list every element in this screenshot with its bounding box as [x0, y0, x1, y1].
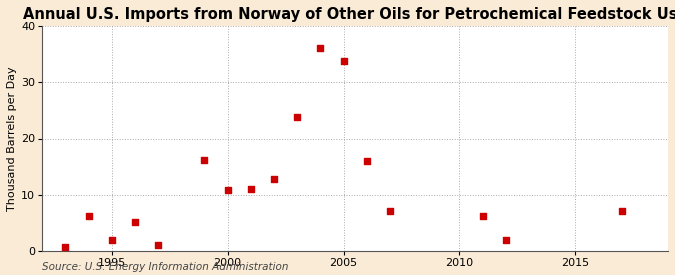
Y-axis label: Thousand Barrels per Day: Thousand Barrels per Day [7, 66, 17, 211]
Point [60, 244, 71, 249]
Point [83, 214, 94, 218]
Text: Source: U.S. Energy Information Administration: Source: U.S. Energy Information Administ… [42, 262, 289, 272]
Point [199, 158, 210, 162]
Point [153, 243, 163, 248]
Point [500, 238, 511, 242]
Point [292, 115, 302, 119]
Point [477, 214, 488, 218]
Point [222, 188, 233, 192]
Point [315, 46, 326, 51]
Point [107, 238, 117, 242]
Point [269, 177, 279, 181]
Point [130, 220, 140, 224]
Point [338, 59, 349, 63]
Point [385, 209, 396, 213]
Point [616, 209, 627, 213]
Point [246, 187, 256, 191]
Point [361, 159, 372, 163]
Title: Annual U.S. Imports from Norway of Other Oils for Petrochemical Feedstock Use: Annual U.S. Imports from Norway of Other… [23, 7, 675, 22]
